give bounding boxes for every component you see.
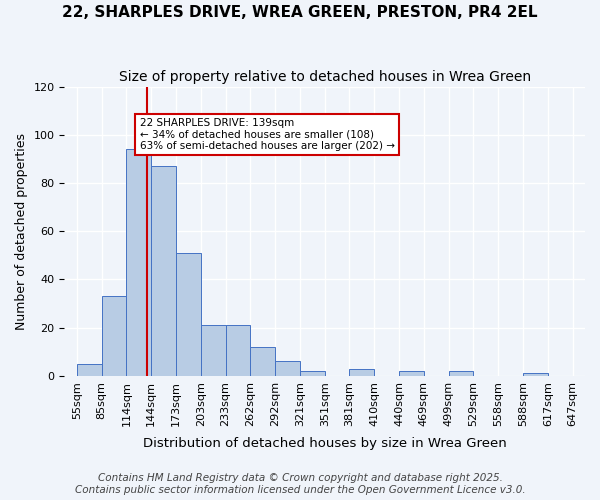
Bar bbox=[226, 326, 250, 376]
Bar bbox=[127, 149, 151, 376]
Bar bbox=[300, 371, 325, 376]
Bar bbox=[275, 362, 300, 376]
Bar bbox=[151, 166, 176, 376]
Title: Size of property relative to detached houses in Wrea Green: Size of property relative to detached ho… bbox=[119, 70, 531, 84]
Bar bbox=[399, 371, 424, 376]
Text: 22, SHARPLES DRIVE, WREA GREEN, PRESTON, PR4 2EL: 22, SHARPLES DRIVE, WREA GREEN, PRESTON,… bbox=[62, 5, 538, 20]
Text: 22 SHARPLES DRIVE: 139sqm
← 34% of detached houses are smaller (108)
63% of semi: 22 SHARPLES DRIVE: 139sqm ← 34% of detac… bbox=[140, 118, 395, 151]
Text: Contains HM Land Registry data © Crown copyright and database right 2025.
Contai: Contains HM Land Registry data © Crown c… bbox=[74, 474, 526, 495]
Y-axis label: Number of detached properties: Number of detached properties bbox=[15, 132, 28, 330]
Bar bbox=[101, 296, 127, 376]
Bar bbox=[176, 253, 201, 376]
X-axis label: Distribution of detached houses by size in Wrea Green: Distribution of detached houses by size … bbox=[143, 437, 506, 450]
Bar bbox=[449, 371, 473, 376]
Bar bbox=[349, 368, 374, 376]
Bar bbox=[77, 364, 101, 376]
Bar bbox=[201, 326, 226, 376]
Bar bbox=[250, 347, 275, 376]
Bar bbox=[523, 374, 548, 376]
